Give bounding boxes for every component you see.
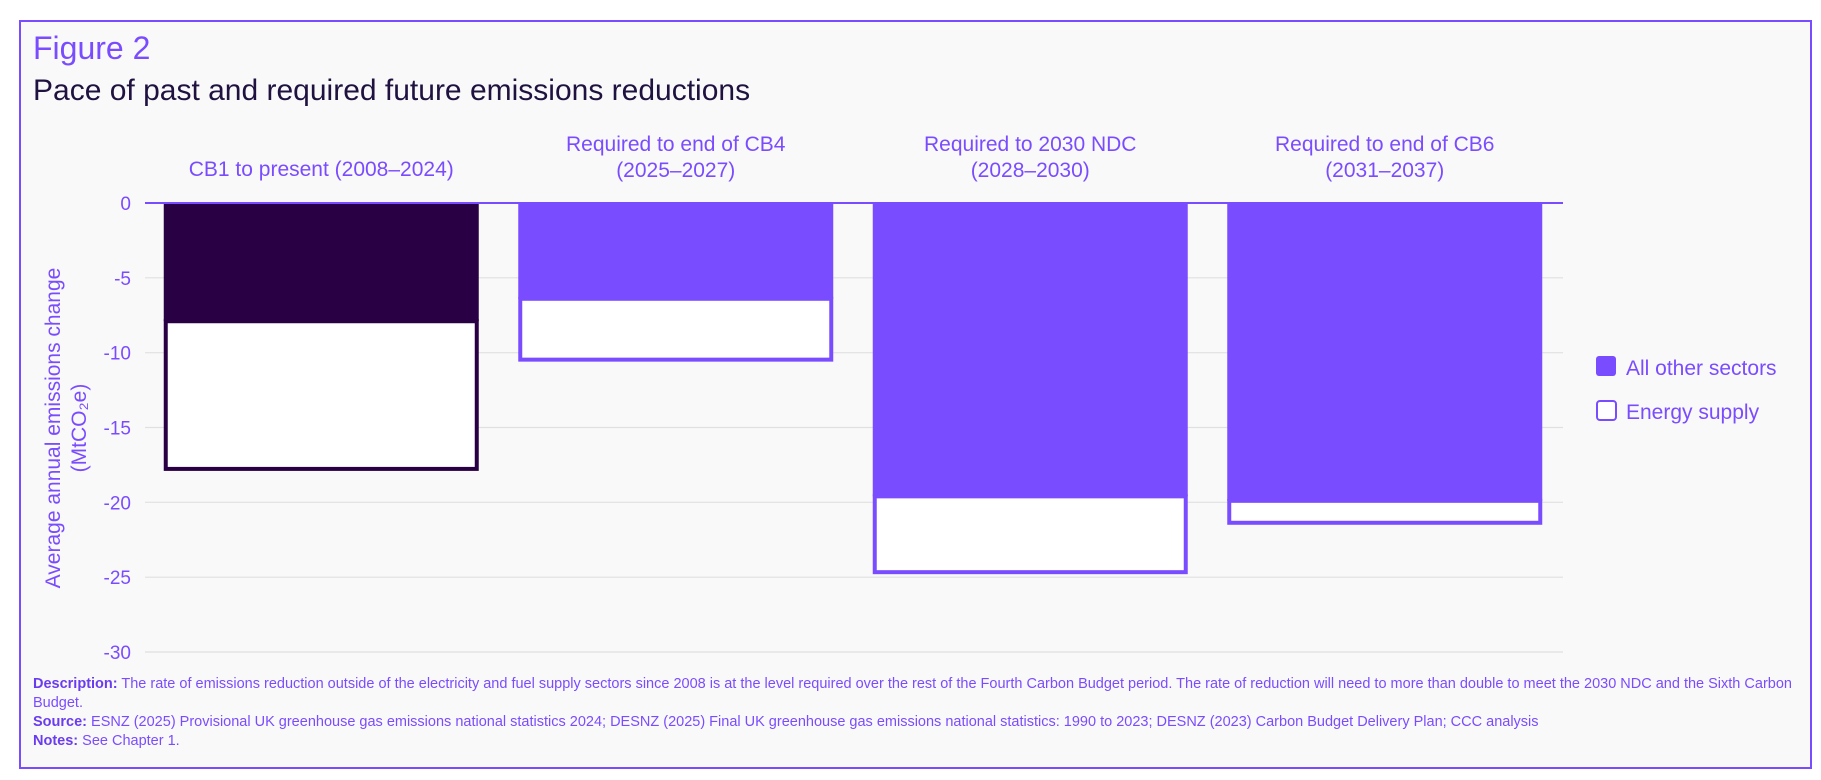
y-tick-label: 0 xyxy=(120,194,131,215)
bar-energy-supply xyxy=(518,296,834,362)
legend-swatch-all-other-sectors xyxy=(1596,356,1616,376)
source-text: ESNZ (2025) Provisional UK greenhouse ga… xyxy=(87,714,1539,730)
bar-all-other-sectors xyxy=(163,203,479,322)
bars xyxy=(163,203,1543,575)
x-category-label: (2028–2030) xyxy=(971,159,1090,182)
legend-label-all-other-sectors: All other sectors xyxy=(1626,357,1777,380)
x-category-label: (2025–2027) xyxy=(616,159,735,182)
bar-energy-supply xyxy=(872,494,1188,575)
bar-energy-supply xyxy=(1227,498,1543,525)
source-note: Source: ESNZ (2025) Provisional UK green… xyxy=(33,713,1793,732)
y-tick-label: -20 xyxy=(104,493,131,514)
y-tick-label: -5 xyxy=(114,269,131,290)
legend-swatch-energy-supply xyxy=(1596,400,1617,421)
x-category-label: Required to 2030 NDC xyxy=(924,133,1136,156)
legend-label-energy-supply: Energy supply xyxy=(1626,401,1760,424)
y-axis: 0 -5 -10 -15 -20 -25 -30 Average annual emissio… xyxy=(42,194,131,664)
figure-notes: Description: The rate of emissions reduc… xyxy=(33,675,1793,751)
bar-all-other-sectors xyxy=(872,203,1188,497)
y-axis-title-line: Average annual emissions change xyxy=(42,268,65,589)
description-label: Description: xyxy=(33,676,118,692)
description-text: The rate of emissions reduction outside … xyxy=(33,676,1792,711)
source-label: Source: xyxy=(33,714,87,730)
y-tick-label: -30 xyxy=(104,643,131,664)
x-category-label: Required to end of CB4 xyxy=(566,133,786,156)
x-axis: CB1 to present (2008–2024) Required to en… xyxy=(145,133,1563,204)
legend: All other sectors Energy supply xyxy=(1596,356,1777,424)
notes-text: See Chapter 1. xyxy=(78,733,180,749)
bar-energy-supply xyxy=(163,319,479,471)
notes-label: Notes: xyxy=(33,733,79,749)
y-tick-label: -25 xyxy=(104,568,131,589)
x-category-label: (2031–2037) xyxy=(1325,159,1444,182)
figure-label: Figure 2 xyxy=(33,30,151,66)
y-axis-title: Average annual emissions change (MtCO₂e) xyxy=(42,268,91,589)
notes-note: Notes: See Chapter 1. xyxy=(33,732,1793,751)
chart-title: Pace of past and required future emissio… xyxy=(33,74,751,107)
bar-all-other-sectors xyxy=(1227,203,1543,501)
y-axis-title-line: (MtCO₂e) xyxy=(68,384,91,473)
x-category-label: CB1 to present (2008–2024) xyxy=(189,158,454,181)
description-note: Description: The rate of emissions reduc… xyxy=(33,675,1793,713)
y-tick-label: -10 xyxy=(104,344,131,365)
y-tick-label: -15 xyxy=(104,419,131,440)
x-category-label: Required to end of CB6 xyxy=(1275,133,1494,156)
bar-all-other-sectors xyxy=(518,203,834,299)
